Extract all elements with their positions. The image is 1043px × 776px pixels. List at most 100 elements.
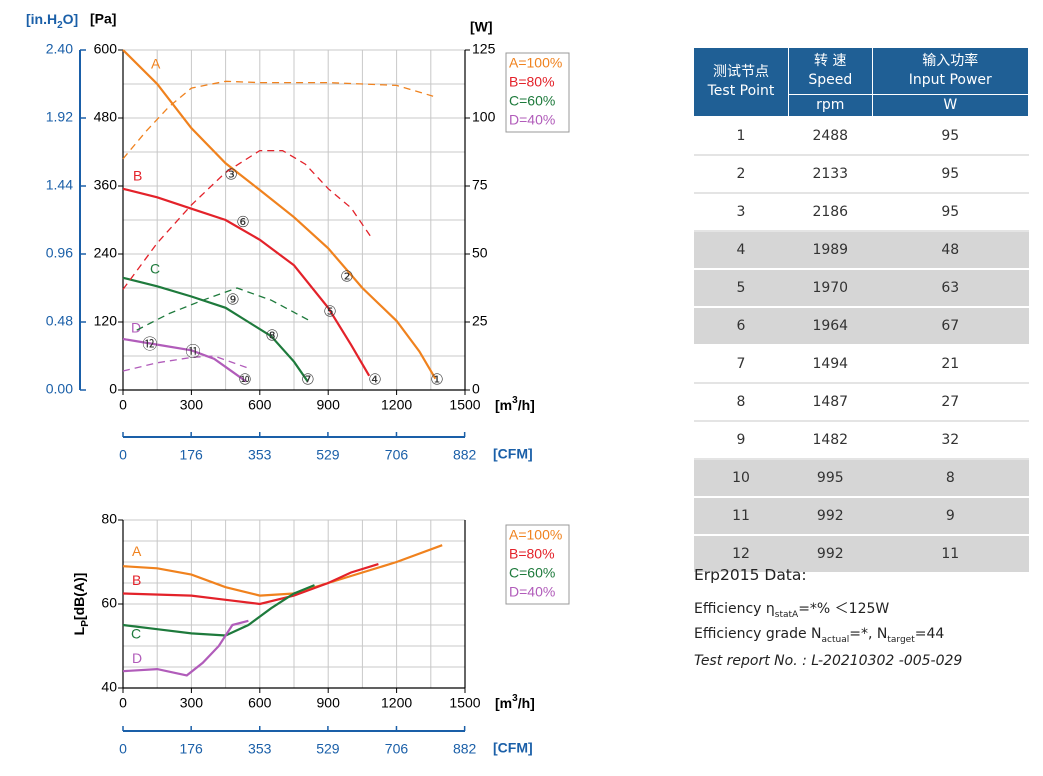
table-cell: 32 <box>872 420 1029 460</box>
legend-entry: B=80% <box>509 74 555 90</box>
table-row: 6 1964 67 <box>693 306 1029 345</box>
curve-label: C <box>150 261 160 277</box>
table-cell: 1 <box>693 116 789 156</box>
header-text: Input Power <box>908 72 992 88</box>
table-cell: 1970 <box>788 268 873 307</box>
y3-axis-label: [in.H2O] <box>26 11 78 31</box>
header-cell: 转 速 Speed <box>788 47 873 95</box>
table-cell: 27 <box>872 382 1029 422</box>
y-tick-label: 360 <box>94 177 118 193</box>
y3-axis-label-part: 2 <box>57 20 63 31</box>
power-curve <box>122 80 434 160</box>
table-cell: 95 <box>872 154 1029 194</box>
y-tick-label: 600 <box>94 41 118 57</box>
table-row: 9 1482 32 <box>693 420 1029 460</box>
table-cell: 1964 <box>788 306 873 345</box>
header-cell: 测试节点 Test Point <box>693 47 789 118</box>
header-text: Speed <box>808 72 853 88</box>
y2-tick-label: 125 <box>472 41 496 57</box>
table-cell: 63 <box>872 268 1029 307</box>
curve <box>122 544 443 597</box>
x2-tick-label: 176 <box>179 741 203 757</box>
test-point: ⑫ <box>142 335 157 353</box>
x2-axis-label: [CFM] <box>493 740 533 756</box>
x-tick-label: 300 <box>180 397 204 413</box>
legend-entry: C=60% <box>509 565 555 581</box>
x-tick-label: 1500 <box>449 397 480 413</box>
table-cell: 2133 <box>788 154 873 194</box>
legend-entry: A=100% <box>509 527 562 543</box>
x-axis-label-part: 3 <box>512 395 518 406</box>
power-curve <box>136 287 313 331</box>
table-row: 3 2186 95 <box>693 192 1029 232</box>
x2-tick-label: 353 <box>248 447 272 463</box>
test-point: ⑨ <box>226 290 239 308</box>
table-cell: 11 <box>693 496 789 535</box>
erp-text: =*% ＜125W <box>798 601 890 617</box>
erp-text: =44 <box>914 625 945 642</box>
legend-box <box>505 52 570 133</box>
y-axis-label-part: P <box>80 620 91 627</box>
y2-tick-label: 75 <box>472 177 488 193</box>
table-cell: 8 <box>693 382 789 422</box>
curve <box>122 563 379 606</box>
curve <box>122 49 437 380</box>
unit-cell: W <box>871 94 1030 118</box>
table-cell: 7 <box>693 344 789 384</box>
test-point: ⑧ <box>265 327 278 345</box>
test-point: ⑩ <box>238 370 251 388</box>
x2-tick-label: 0 <box>119 741 127 757</box>
curve <box>122 619 249 677</box>
test-point: ⑤ <box>323 302 336 320</box>
table-cell: 1487 <box>788 382 873 422</box>
x-tick-label: 1200 <box>381 695 412 711</box>
header-text: 转 速 <box>814 53 847 69</box>
erp-text: =*, N <box>849 625 888 642</box>
y2-tick-label: 100 <box>472 109 496 125</box>
table-row: 10 995 8 <box>693 458 1029 497</box>
x-tick-label: 300 <box>180 695 204 711</box>
x2-tick-label: 176 <box>179 447 203 463</box>
x-tick-label: 1500 <box>449 695 480 711</box>
table-cell: 9 <box>872 496 1029 535</box>
header-text: Test Point <box>707 83 775 99</box>
header-row: 测试节点 Test Point 转 速 Speed 输入功率 Input Power <box>693 47 1030 118</box>
table-row: 5 1970 63 <box>693 268 1029 307</box>
erp-text: statA <box>774 609 799 620</box>
header-text: 输入功率 <box>922 53 979 69</box>
y-tick-label: 0 <box>109 381 117 397</box>
x-tick-label: 0 <box>119 695 127 711</box>
curve <box>122 337 247 383</box>
erp-text: actual <box>821 634 850 645</box>
table-cell: 95 <box>872 192 1029 232</box>
power-curve <box>122 149 373 290</box>
y3-tick-label: 1.44 <box>46 177 73 193</box>
legend-entry: D=40% <box>509 112 555 128</box>
table-cell: 21 <box>872 344 1029 384</box>
x2-tick-label: 882 <box>453 447 477 463</box>
erp-efficiency: Efficiency ηstatA=*% ＜125W <box>694 598 962 626</box>
erp-data: Erp2015 Data: Efficiency ηstatA=*% ＜125W… <box>694 566 962 681</box>
y2-tick-label: 0 <box>472 381 480 397</box>
curve-label: C <box>131 626 141 642</box>
table-cell: 3 <box>693 192 789 232</box>
table-row: 11 992 9 <box>693 496 1029 535</box>
table-cell: 992 <box>788 534 873 572</box>
test-point: ② <box>340 268 353 286</box>
header-text: 测试节点 <box>713 64 769 80</box>
x-tick-label: 0 <box>119 397 127 413</box>
table-cell: 10 <box>693 458 789 497</box>
table-row: 4 1989 48 <box>693 230 1029 269</box>
table-cell: 995 <box>788 458 873 497</box>
y3-tick-label: 1.92 <box>46 109 73 125</box>
x-tick-label: 600 <box>248 695 272 711</box>
unit-row: rpm W <box>694 94 1030 118</box>
curve-label: A <box>132 543 142 559</box>
y-tick-label: 80 <box>101 511 117 527</box>
curve <box>122 276 309 383</box>
erp-title: Erp2015 Data: <box>694 566 807 584</box>
table-row: 12 992 11 <box>693 534 1029 572</box>
table-row: 1 2488 95 <box>693 116 1029 156</box>
x2-tick-label: 706 <box>385 741 409 757</box>
